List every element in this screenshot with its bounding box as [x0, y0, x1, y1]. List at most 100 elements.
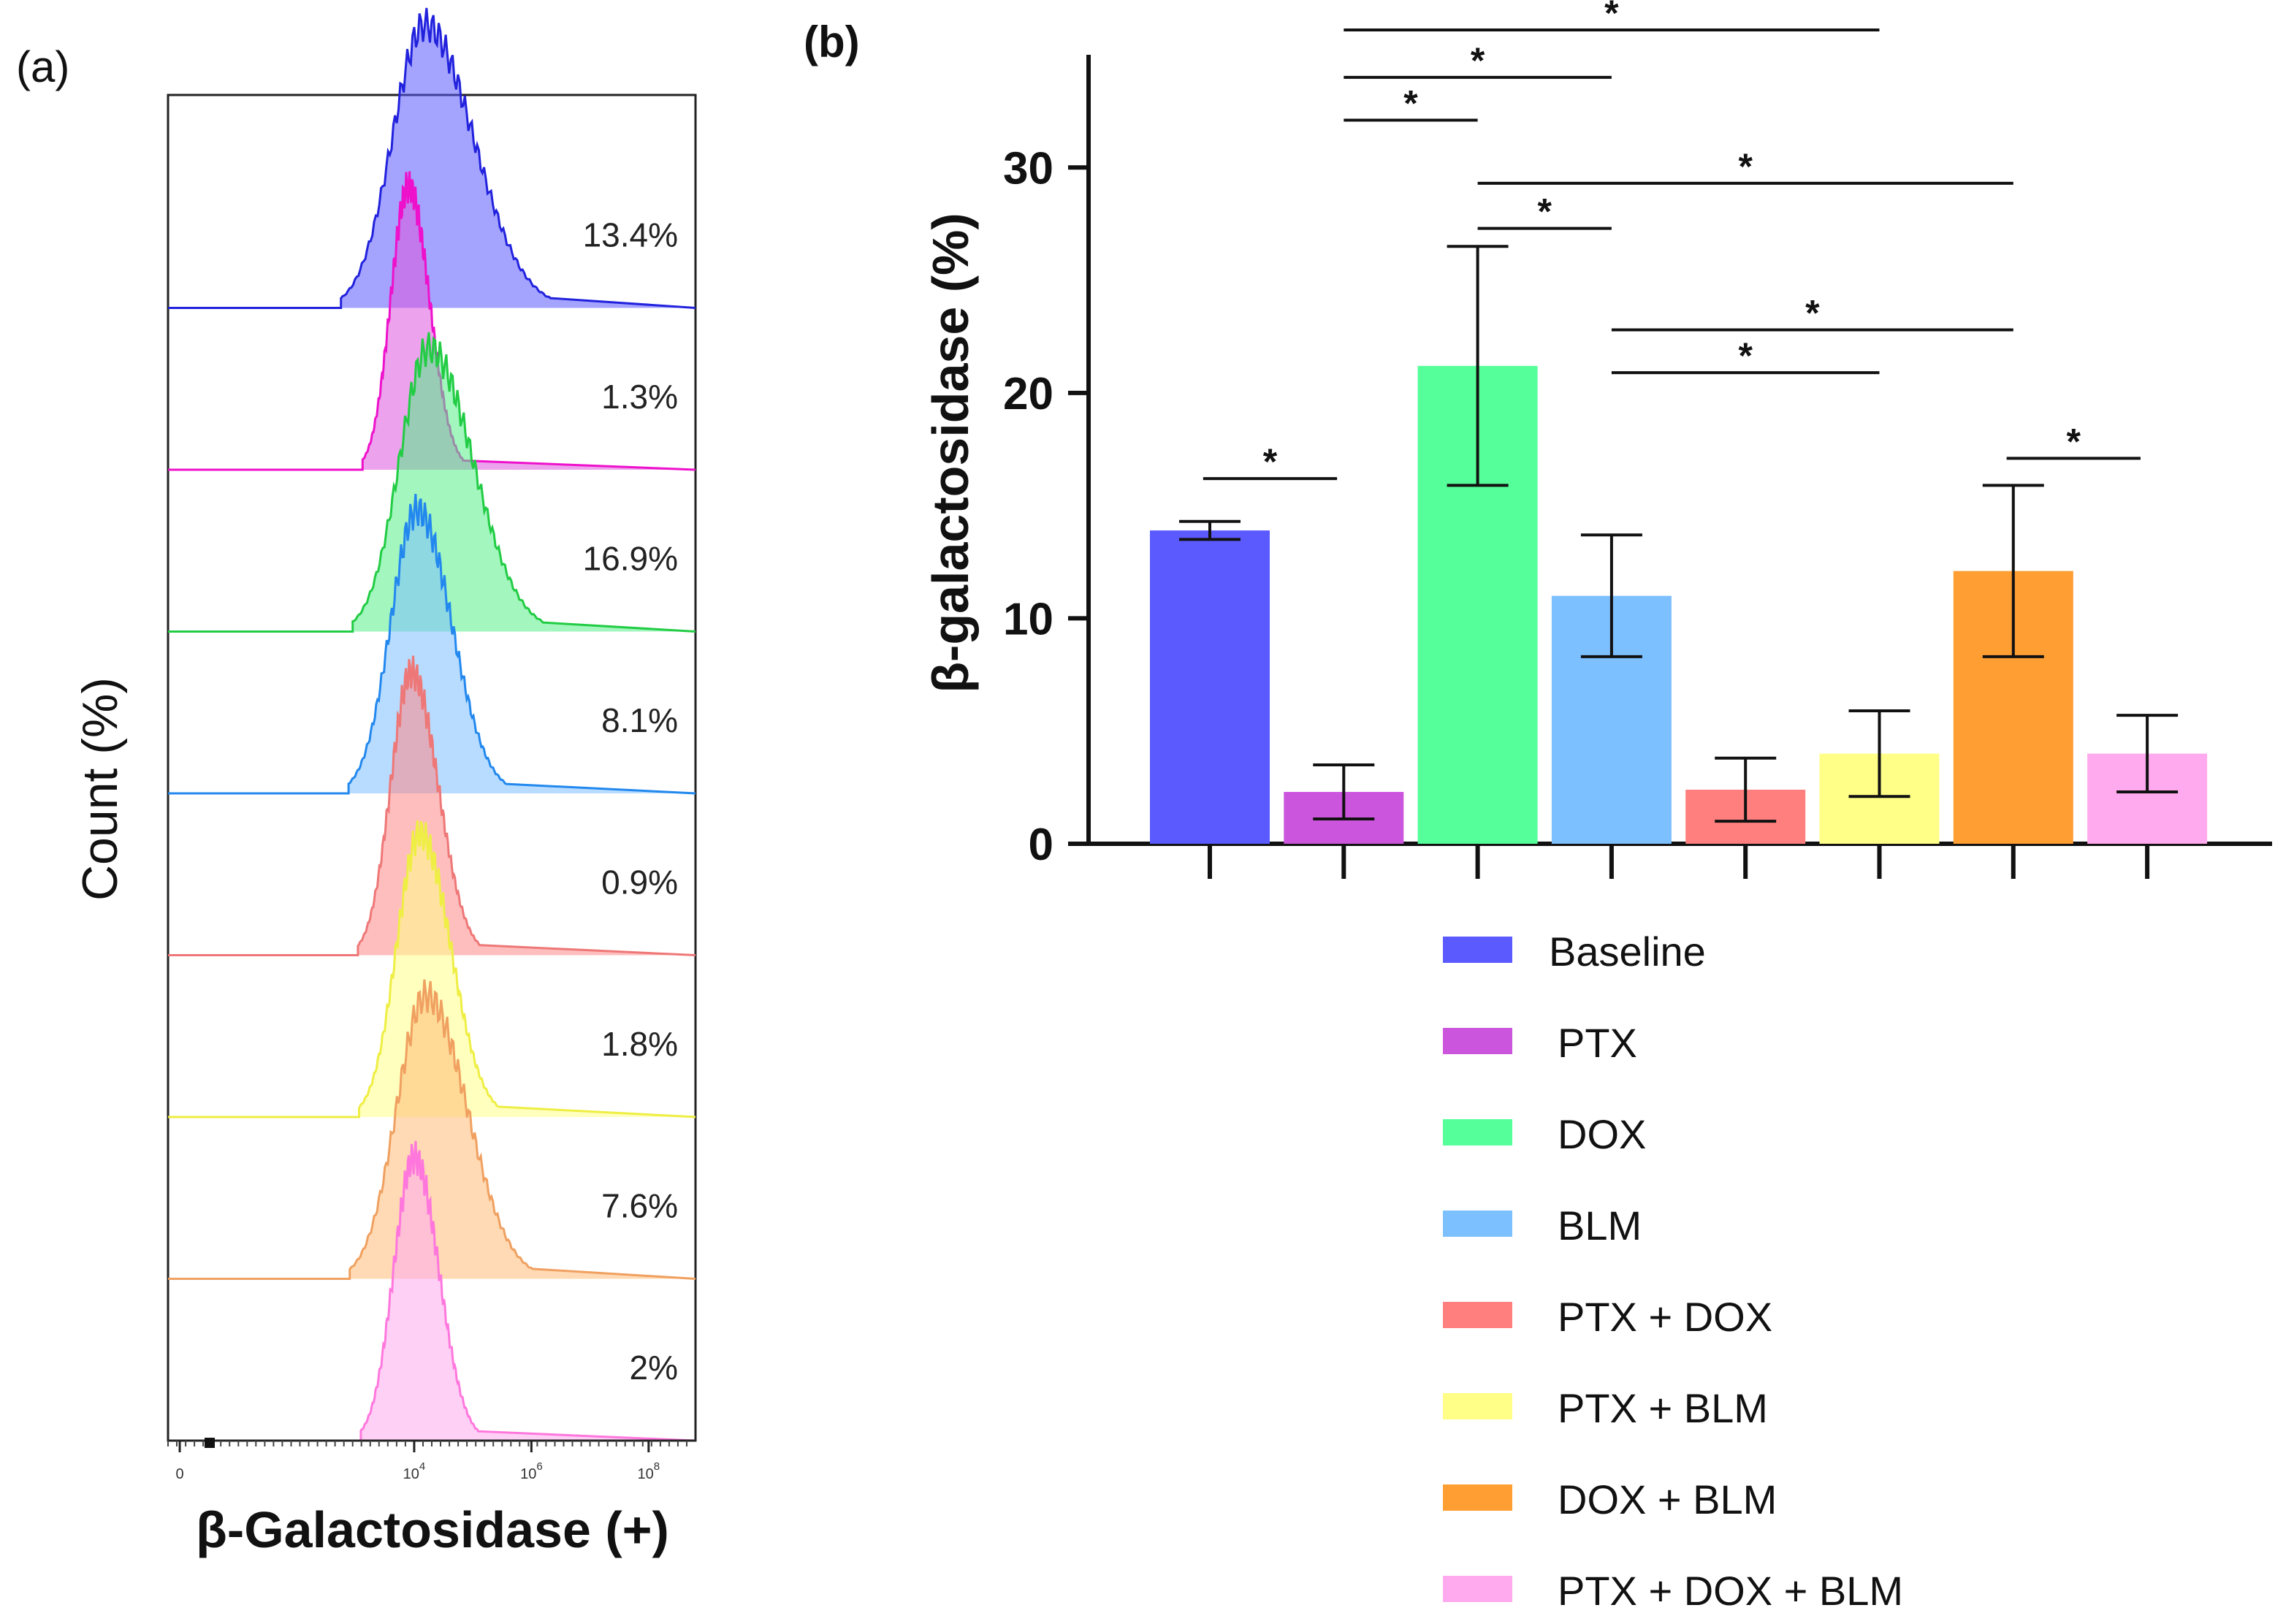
significance-bracket: * [1203, 441, 1338, 482]
histogram-x-axis-title: β-Galactosidase (+) [196, 1501, 669, 1558]
bar-chart-error-bars [1179, 245, 2179, 823]
significance-star: * [1538, 191, 1552, 232]
bar-y-tick-label: 0 [1029, 820, 1053, 870]
legend-swatch [1443, 1302, 1512, 1328]
legend-swatch [1443, 1028, 1512, 1054]
significance-bracket: * [1477, 191, 1612, 232]
legend-entry: DOX + BLM [1443, 1476, 1777, 1522]
histogram-tick-exponent: 8 [654, 1460, 660, 1473]
bar-chart-y-axis-title: β-galactosidase (%) [922, 213, 979, 693]
histogram-outline [168, 493, 696, 795]
legend-swatch [1443, 1393, 1512, 1419]
bar-y-tick-label: 30 [1003, 143, 1053, 194]
histogram-fill [168, 820, 696, 1117]
histogram-percent-label: 2% [630, 1349, 678, 1387]
error-bar [1313, 763, 1375, 821]
error-bar [1848, 709, 1910, 798]
panel-b-label: (b) [804, 18, 860, 66]
histogram-tick-label: 0 [175, 1466, 183, 1482]
significance-bracket: * [1344, 83, 1478, 123]
legend-entry: PTX [1443, 1020, 1637, 1066]
histogram-layer [168, 493, 696, 795]
histogram-tick-label: 108 [638, 1460, 660, 1482]
bar-chart-panel: 0 10 20 30 * * * * * * * * * β-galactosidase (%) Ba… [922, 0, 2272, 1614]
legend-label: PTX + DOX + BLM [1558, 1568, 1903, 1614]
significance-star: * [1263, 441, 1278, 482]
histogram-percent-labels: 13.4% 1.3% 16.9% 8.1% 0.9% 1.8% 7.6% 2% [583, 216, 678, 1387]
significance-bracket: * [1344, 0, 1880, 34]
legend-entry: DOX [1443, 1111, 1646, 1157]
histogram-outline [168, 1140, 696, 1442]
bar-y-tick-label: 10 [1003, 594, 1053, 644]
bar-chart-legend: Baseline PTX DOX BLM PTX + DOX PTX + BLM DOX +… [1443, 929, 1903, 1614]
error-bar [1179, 519, 1241, 541]
histogram-outline [168, 332, 696, 633]
histogram-layers [168, 7, 696, 1442]
histogram-fill [168, 655, 696, 956]
significance-star: * [1805, 292, 1820, 333]
significance-bracket: * [1477, 146, 2013, 187]
legend-swatch [1443, 1576, 1512, 1602]
error-bar [1715, 756, 1777, 823]
significance-star: * [1604, 0, 1619, 34]
histogram-percent-label: 7.6% [601, 1186, 678, 1224]
significance-bracket: * [2006, 421, 2141, 462]
histogram-percent-label: 1.8% [601, 1025, 678, 1063]
bar-y-tick-label: 20 [1003, 369, 1053, 419]
legend-entry: PTX + DOX + BLM [1443, 1568, 1903, 1614]
legend-label: Baseline [1549, 929, 1706, 975]
significance-star: * [1738, 335, 1753, 376]
histogram-panel: 13.4%1.3%16.9%8.1%0.9%1.8%7.6%2% 0 104 106… [72, 7, 697, 1558]
legend-label: PTX + DOX [1558, 1294, 1772, 1340]
panel-a-label: (a) [16, 42, 69, 91]
histogram-y-axis-title: Count (%) [72, 677, 128, 901]
significance-bracket: * [1611, 335, 1880, 376]
error-bar [1982, 484, 2044, 658]
significance-star: * [1403, 83, 1418, 123]
legend-entry: BLM [1443, 1202, 1642, 1249]
histogram-tick-label: 106 [520, 1460, 543, 1482]
legend-label: DOX + BLM [1558, 1476, 1777, 1522]
legend-label: DOX [1558, 1111, 1646, 1157]
bar [1150, 530, 1270, 844]
histogram-outline [168, 979, 696, 1280]
histogram-tick-base: 0 [175, 1466, 183, 1482]
histogram-layer [168, 979, 696, 1280]
histogram-tick-base: 10 [638, 1466, 654, 1482]
bar-chart-axes: 0 10 20 30 [1003, 55, 2272, 879]
histogram-fill [168, 494, 696, 793]
histogram-percent-label: 1.3% [601, 378, 678, 416]
legend-swatch [1443, 1484, 1512, 1511]
histogram-layer [168, 655, 696, 956]
error-bar [1447, 245, 1509, 487]
histogram-percent-label: 13.4% [583, 216, 678, 253]
significance-star: * [2067, 421, 2081, 462]
histogram-outline [168, 655, 696, 956]
significance-bracket: * [1611, 292, 2013, 333]
histogram-tick-exponent: 4 [419, 1460, 425, 1473]
significance-bracket: * [1344, 40, 1612, 81]
error-bar [2116, 714, 2179, 794]
bar-chart-significance: * * * * * * * * * [1203, 0, 2141, 482]
histogram-tick-base: 10 [403, 1466, 419, 1482]
histogram-fill [168, 1140, 696, 1441]
legend-entry: PTX + BLM [1443, 1385, 1768, 1431]
legend-entry: Baseline [1443, 929, 1706, 975]
legend-label: PTX + BLM [1558, 1385, 1768, 1431]
histogram-layer [168, 1140, 696, 1442]
legend-swatch [1443, 1119, 1512, 1145]
histogram-outline [168, 7, 696, 309]
histogram-tick-label: 104 [403, 1460, 426, 1482]
histogram-zero-marker [205, 1438, 215, 1448]
histogram-tick-exponent: 6 [536, 1460, 542, 1473]
histogram-layer [168, 820, 696, 1118]
bar-chart-bars [1150, 365, 2208, 844]
histogram-percent-label: 0.9% [601, 863, 678, 901]
histogram-fill [168, 7, 696, 308]
legend-entry: PTX + DOX [1443, 1294, 1772, 1340]
legend-label: PTX [1558, 1020, 1637, 1066]
legend-label: BLM [1558, 1202, 1642, 1249]
histogram-layer [168, 7, 696, 309]
histogram-tick-base: 10 [520, 1466, 536, 1482]
